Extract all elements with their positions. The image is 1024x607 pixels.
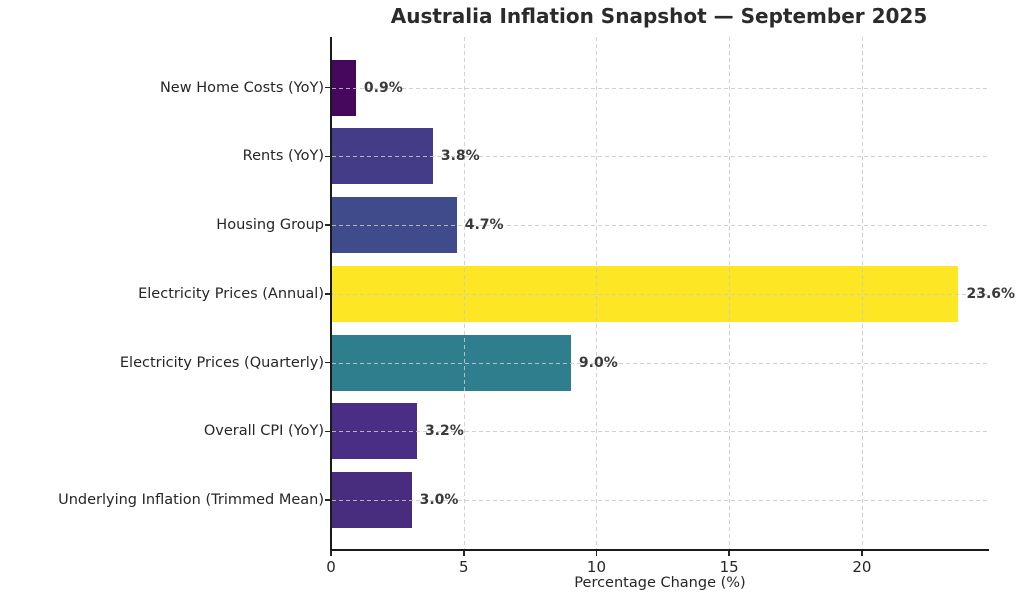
y-axis-spine (330, 37, 332, 552)
y-gridline (332, 293, 988, 295)
category-label: Underlying Inflation (Trimmed Mean) (58, 492, 324, 509)
y-tick-mark (325, 499, 330, 501)
y-gridline (332, 500, 988, 502)
value-label: 0.9% (363, 79, 403, 96)
category-label: New Home Costs (YoY) (159, 79, 324, 96)
y-tick-mark (325, 430, 330, 433)
x-gridline (463, 37, 465, 549)
category-label: Electricity Prices (Annual) (138, 285, 324, 302)
value-label: 3.0% (419, 492, 459, 509)
category-label: Overall CPI (YoY) (203, 423, 324, 440)
x-tick-mark (861, 551, 863, 556)
category-label: Rents (YoY) (242, 148, 324, 165)
x-tick-label: 0 (326, 558, 336, 576)
y-gridline (332, 225, 988, 227)
x-tick-label: 5 (458, 558, 469, 576)
category-label: Electricity Prices (Quarterly) (119, 354, 324, 371)
x-tick-mark (330, 551, 332, 556)
x-gridline (861, 37, 863, 549)
y-gridline (332, 431, 988, 433)
value-label: 23.6% (966, 285, 1016, 302)
value-label: 9.0% (578, 354, 618, 371)
x-tick-mark (462, 551, 465, 556)
y-gridline (332, 362, 988, 364)
y-tick-mark (325, 293, 330, 295)
x-tick-label: 15 (719, 558, 739, 576)
x-tick-label: 10 (586, 558, 606, 576)
value-label: 3.2% (424, 423, 464, 440)
x-tick-label: 20 (852, 558, 872, 576)
category-label: Housing Group (216, 217, 324, 234)
y-tick-mark (325, 361, 330, 364)
y-gridline (332, 156, 988, 158)
x-axis-spine (330, 549, 989, 551)
value-label: 3.8% (440, 148, 480, 165)
y-tick-mark (325, 224, 330, 226)
y-gridline (332, 87, 988, 89)
plot-area: 0 5 10 15 20 New Home Costs (YoY) 0.9% Rents (Y… (58, 37, 1015, 576)
x-tick-mark (595, 551, 598, 556)
value-label: 4.7% (464, 217, 504, 234)
y-tick-mark (325, 155, 330, 158)
x-gridline (729, 37, 731, 549)
x-gridline (596, 37, 598, 549)
x-tick-mark (728, 551, 730, 556)
y-tick-mark (325, 86, 330, 89)
x-axis-label: Percentage Change (%) (574, 575, 746, 591)
chart-title: Australia Inflation Snapshot — September… (390, 4, 928, 28)
